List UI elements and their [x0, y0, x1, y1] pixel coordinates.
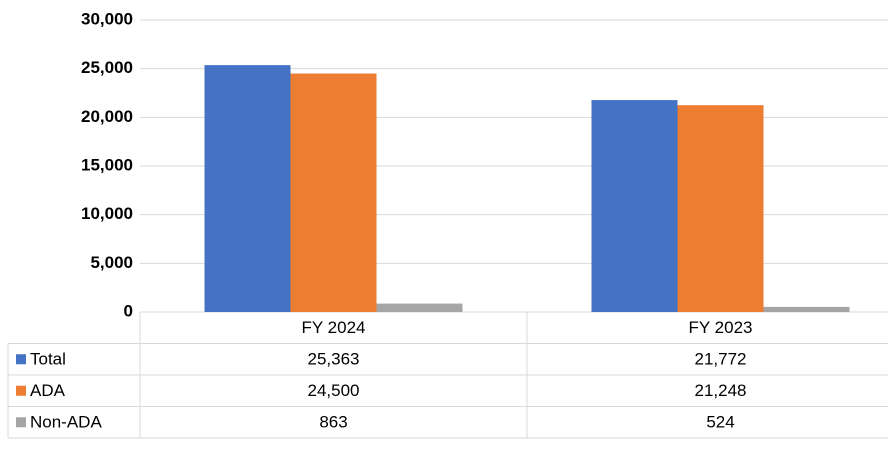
- y-tick-label: 25,000: [81, 58, 133, 77]
- legend-swatch: [16, 354, 26, 365]
- bar: [763, 306, 850, 312]
- table-value: 524: [706, 413, 734, 432]
- x-tick-label: FY 2023: [689, 318, 753, 337]
- table-value: 21,772: [695, 350, 747, 369]
- table-value: 24,500: [308, 381, 360, 400]
- legend-label: ADA: [30, 381, 66, 400]
- bar: [677, 105, 764, 313]
- y-tick-label: 20,000: [81, 107, 133, 126]
- legend-label: Non-ADA: [30, 413, 102, 432]
- bar: [376, 303, 463, 312]
- bar: [290, 73, 377, 313]
- y-tick-label: 15,000: [81, 155, 133, 174]
- y-tick-label: 0: [124, 301, 133, 320]
- legend-swatch: [16, 417, 26, 428]
- bar: [204, 65, 291, 312]
- x-tick-label: FY 2024: [302, 318, 366, 337]
- y-tick-label: 10,000: [81, 204, 133, 223]
- table-value: 863: [319, 413, 347, 432]
- table-value: 21,248: [695, 381, 747, 400]
- legend-swatch: [16, 385, 26, 396]
- table-value: 25,363: [308, 350, 360, 369]
- y-tick-label: 5,000: [90, 253, 133, 272]
- bar: [591, 100, 678, 312]
- legend-label: Total: [30, 350, 66, 369]
- y-tick-label: 30,000: [81, 9, 133, 28]
